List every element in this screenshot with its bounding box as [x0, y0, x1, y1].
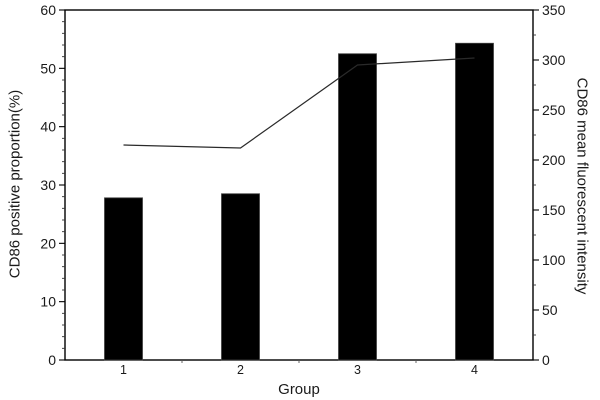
- bar-group-4: [455, 42, 494, 361]
- left-axis-tick-label: 60: [40, 2, 56, 18]
- left-axis-tick-label: 30: [40, 177, 56, 193]
- x-tick-label-3: 3: [354, 363, 361, 377]
- left-axis-tick-label: 10: [40, 294, 56, 310]
- x-tick-label-2: 2: [237, 363, 244, 377]
- right-axis-tick-label: 250: [542, 102, 566, 118]
- right-axis-tick-label: 300: [542, 52, 566, 68]
- left-axis-tick-label: 50: [40, 60, 56, 76]
- right-axis-tick-label: 50: [542, 302, 558, 318]
- right-axis-tick-label: 200: [542, 152, 566, 168]
- bar-group-2: [221, 193, 260, 361]
- left-axis-tick-label: 40: [40, 119, 56, 135]
- bar-group-3: [338, 53, 377, 361]
- x-tick-label-4: 4: [471, 363, 478, 377]
- right-axis-tick-label: 350: [542, 2, 566, 18]
- right-axis-title: CD86 mean fluorescent intensity: [573, 77, 591, 295]
- x-axis-title: Group: [278, 381, 320, 398]
- right-axis-tick-label: 0: [542, 352, 550, 368]
- intensity-line: [123, 57, 475, 149]
- right-axis-tick-label: 150: [542, 202, 566, 218]
- left-axis-tick-label: 20: [40, 235, 56, 251]
- left-axis-title: CD86 positive proportion(%): [6, 89, 24, 279]
- bar-group-1: [104, 197, 143, 361]
- left-axis-tick-label: 0: [48, 352, 56, 368]
- right-axis-tick-label: 100: [542, 252, 566, 268]
- x-tick-label-1: 1: [120, 363, 127, 377]
